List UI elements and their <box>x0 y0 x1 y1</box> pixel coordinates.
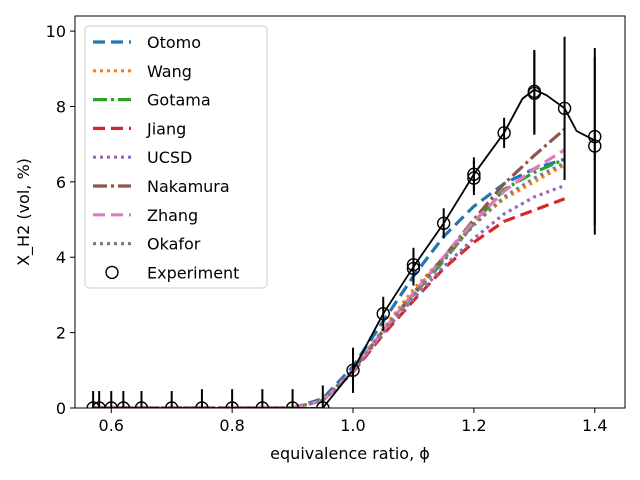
y-tick-label: 2 <box>56 324 66 343</box>
x-tick-label: 0.6 <box>99 416 124 435</box>
experiment-layer <box>86 36 602 408</box>
experiment-point <box>467 171 481 185</box>
legend-label-gotama: Gotama <box>147 91 211 110</box>
experiment-point <box>225 401 239 408</box>
experiment-point <box>165 401 179 408</box>
x-tick-label: 0.8 <box>219 416 244 435</box>
legend-frame <box>84 25 268 289</box>
y-tick-label: 10 <box>46 22 66 41</box>
experiment-point <box>104 401 118 408</box>
legend-label-zhang: Zhang <box>147 206 198 225</box>
y-tick-label: 8 <box>56 97 66 116</box>
legend-swatch-experiment <box>105 265 119 280</box>
y-axis-label: X_H2 (vol, %) <box>14 158 34 266</box>
series-line-zhang <box>93 148 566 408</box>
y-tick-label: 0 <box>56 399 66 418</box>
experiment-point <box>406 261 421 276</box>
legend: Otomo Wang Gotama Jiang UCSD Nakamura Zhang Oka… <box>84 25 268 289</box>
series-line-nakamura <box>93 127 566 408</box>
legend-label-wang: Wang <box>147 62 192 81</box>
experiment-point <box>376 307 390 321</box>
experiment-point <box>588 129 602 144</box>
x-tick-label: 1.2 <box>461 416 486 435</box>
y-tick-label: 6 <box>56 173 66 192</box>
experiment-point <box>436 216 451 231</box>
experiment-point <box>557 101 572 116</box>
x-tick-label: 1.4 <box>582 416 607 435</box>
experiment-point <box>116 401 131 408</box>
x-tick-label: 1.0 <box>340 416 365 435</box>
y-tick-label: 4 <box>56 248 66 267</box>
legend-label-nakamura: Nakamura <box>147 177 230 196</box>
experiment-point <box>406 258 421 272</box>
experiment-line <box>93 88 596 408</box>
legend-label-experiment: Experiment <box>147 263 239 282</box>
experiment-point <box>255 401 270 408</box>
x-axis-label: equivalence ratio, ϕ <box>270 444 430 463</box>
experiment-point <box>92 401 106 408</box>
legend-label-jiang: Jiang <box>146 119 186 138</box>
axis-ticks: 0.6 0.8 1.0 1.2 1.4 0 2 4 6 8 10 <box>46 22 608 435</box>
plot-frame <box>74 15 626 409</box>
experiment-point <box>86 401 100 408</box>
experiment-point <box>285 401 300 408</box>
experiment-point <box>497 126 511 140</box>
experiment-point <box>588 139 602 153</box>
experiment-point <box>195 401 209 408</box>
experiment-point <box>346 363 360 378</box>
experiment-point <box>467 167 481 182</box>
experiment-point <box>316 401 330 408</box>
legend-label-ucsd: UCSD <box>147 148 192 167</box>
legend-label-okafor: Okafor <box>147 235 201 254</box>
experiment-point <box>527 84 542 99</box>
experiment-point <box>134 401 149 408</box>
series-layer <box>93 127 566 408</box>
legend-label-otomo: Otomo <box>147 33 201 52</box>
series-line-gotama <box>93 157 566 408</box>
